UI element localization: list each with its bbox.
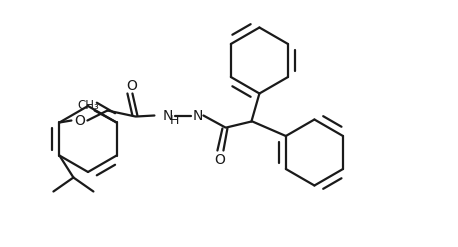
Text: O: O [126, 79, 137, 92]
Text: CH₃: CH₃ [78, 99, 99, 112]
Text: N: N [162, 108, 173, 123]
Text: N: N [192, 108, 202, 123]
Text: O: O [214, 152, 225, 166]
Text: O: O [74, 114, 85, 127]
Text: H: H [170, 114, 179, 127]
